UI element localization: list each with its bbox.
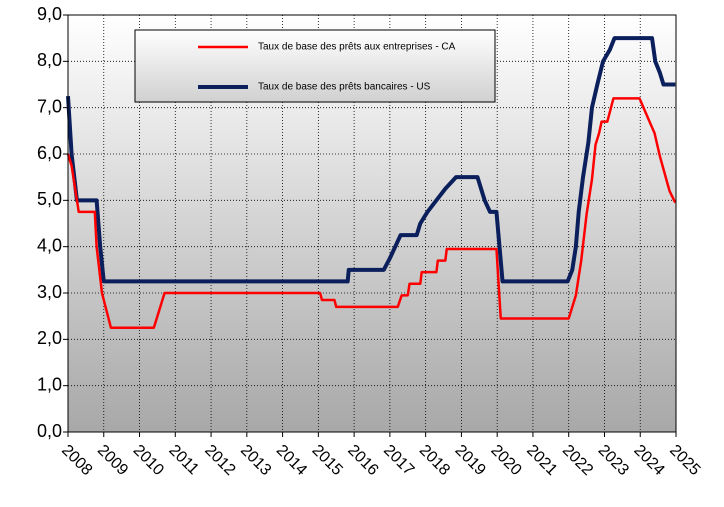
x-tick-label: 2011 bbox=[165, 442, 201, 478]
x-tick-label: 2021 bbox=[523, 442, 560, 479]
legend-label: Taux de base des prêts aux entreprises -… bbox=[258, 42, 456, 53]
y-tick-label: 0,0 bbox=[37, 421, 62, 441]
y-tick-label: 1,0 bbox=[37, 374, 62, 394]
x-tick-label: 2020 bbox=[487, 442, 524, 479]
y-tick-label: 7,0 bbox=[37, 96, 62, 116]
x-tick-label: 2024 bbox=[630, 442, 667, 479]
x-tick-label: 2013 bbox=[237, 442, 274, 479]
series-line bbox=[66, 36, 676, 284]
x-tick-label: 2018 bbox=[416, 442, 453, 479]
series-line bbox=[66, 97, 677, 329]
y-tick-label: 4,0 bbox=[37, 235, 62, 255]
x-tick-label: 2019 bbox=[452, 442, 489, 479]
x-tick-label: 2016 bbox=[344, 442, 381, 479]
x-tick-label: 2014 bbox=[273, 442, 310, 479]
y-tick-label: 9,0 bbox=[37, 4, 62, 24]
y-tick-label: 2,0 bbox=[37, 328, 62, 348]
legend-box bbox=[134, 29, 496, 103]
x-tick-label: 2017 bbox=[380, 442, 417, 479]
x-tick-label: 2022 bbox=[559, 442, 596, 479]
x-tick-label: 2012 bbox=[201, 442, 238, 479]
x-tick-label: 2025 bbox=[666, 442, 703, 479]
legend-label: Taux de base des prêts bancaires - US bbox=[258, 82, 431, 93]
y-tick-label: 6,0 bbox=[37, 143, 62, 163]
x-tick-label: 2023 bbox=[595, 442, 632, 479]
y-tick-label: 8,0 bbox=[37, 50, 62, 70]
x-tick-label: 2015 bbox=[309, 442, 346, 479]
x-tick-label: 2009 bbox=[94, 442, 131, 479]
plot-border bbox=[67, 14, 677, 433]
y-tick-label: 5,0 bbox=[37, 189, 62, 209]
x-tick-label: 2010 bbox=[130, 442, 167, 479]
y-tick-label: 3,0 bbox=[37, 282, 62, 302]
x-tick-label: 2008 bbox=[58, 442, 95, 479]
